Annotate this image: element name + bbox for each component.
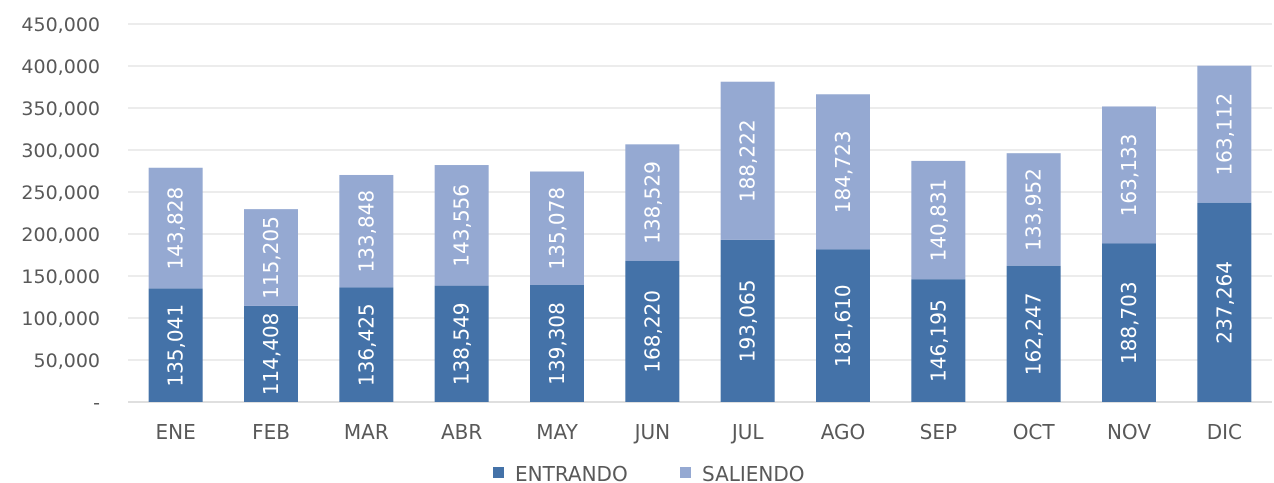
legend-label-entrando: ENTRANDO — [515, 462, 628, 483]
y-tick-label: 350,000 — [21, 98, 100, 120]
bar-saliendo-ene — [148, 167, 203, 289]
data-label: 184,723 — [831, 131, 855, 214]
y-tick-label: - — [93, 392, 100, 414]
bar-entrando-nov — [1102, 243, 1156, 402]
x-tick-label: AGO — [821, 420, 866, 444]
legend-swatch-saliendo — [680, 467, 691, 478]
y-tick-label: 250,000 — [21, 182, 100, 204]
legend: ENTRANDO SALIENDO — [493, 462, 805, 483]
bar-saliendo-abr — [434, 165, 489, 286]
data-label: 188,703 — [1117, 281, 1141, 364]
data-label: 237,264 — [1212, 261, 1236, 344]
bars: 135,041 143,828 114,408 115,205 136,425 133,8… — [148, 65, 1252, 402]
x-tick-label: JUL — [730, 420, 765, 444]
bar-entrando-feb — [244, 305, 298, 402]
bar-entrando-oct — [1006, 265, 1061, 402]
bar-entrando-abr — [434, 285, 489, 402]
x-tick-label: OCT — [1013, 420, 1056, 444]
bar-entrando-ago — [816, 249, 870, 402]
data-label: 188,222 — [736, 119, 760, 202]
y-tick-label: 300,000 — [21, 140, 100, 162]
bar-entrando-ene — [148, 288, 203, 402]
bar-saliendo-nov — [1102, 106, 1156, 244]
y-tick-label: 200,000 — [21, 224, 100, 246]
bar-saliendo-jun — [625, 144, 680, 261]
x-tick-label: ENE — [156, 420, 196, 444]
data-label: 143,556 — [450, 184, 474, 267]
data-label: 139,308 — [545, 302, 569, 385]
data-label: 115,205 — [259, 216, 283, 299]
data-label: 163,133 — [1117, 134, 1141, 217]
bar-saliendo-dic — [1197, 65, 1252, 203]
bar-saliendo-ago — [816, 94, 870, 250]
data-label: 135,041 — [164, 304, 188, 387]
bar-saliendo-jul — [720, 81, 775, 240]
x-tick-label: ABR — [441, 420, 482, 444]
data-label: 146,195 — [926, 299, 950, 382]
data-label: 168,220 — [640, 290, 664, 373]
y-tick-label: 100,000 — [21, 308, 100, 330]
data-label: 140,831 — [926, 179, 950, 262]
bar-entrando-dic — [1197, 202, 1252, 402]
bar-saliendo-oct — [1006, 153, 1061, 266]
data-label: 138,529 — [640, 161, 664, 244]
y-tick-label: 450,000 — [21, 14, 100, 36]
data-label: 133,848 — [354, 190, 378, 273]
legend-swatch-entrando — [493, 467, 504, 478]
bar-saliendo-mar — [339, 174, 394, 288]
x-tick-label: FEB — [252, 420, 290, 444]
data-label: 136,425 — [354, 303, 378, 386]
y-axis: - 50,000 100,000 150,000 200,000 250,000 300,0… — [21, 14, 100, 414]
bar-saliendo-feb — [244, 209, 298, 306]
data-label: 133,952 — [1022, 168, 1046, 251]
x-tick-label: NOV — [1107, 420, 1151, 444]
bar-entrando-may — [530, 284, 584, 402]
bar-saliendo-may — [530, 171, 584, 285]
x-tick-label: MAY — [536, 420, 578, 444]
x-tick-label: DIC — [1207, 420, 1242, 444]
data-label: 114,408 — [259, 313, 283, 396]
y-tick-label: 400,000 — [21, 56, 100, 78]
bar-entrando-jul — [720, 239, 775, 402]
bar-saliendo-sep — [911, 160, 966, 280]
x-tick-label: SEP — [920, 420, 957, 444]
data-label: 193,065 — [736, 280, 760, 363]
data-label: 163,112 — [1212, 93, 1236, 176]
data-label: 162,247 — [1022, 292, 1046, 375]
bar-entrando-mar — [339, 287, 394, 402]
bar-entrando-jun — [625, 260, 680, 402]
y-tick-label: 50,000 — [34, 350, 100, 372]
x-tick-label: MAR — [344, 420, 389, 444]
data-label: 181,610 — [831, 284, 855, 367]
data-label: 135,078 — [545, 187, 569, 270]
y-tick-label: 150,000 — [21, 266, 100, 288]
data-label: 138,549 — [450, 302, 474, 385]
data-label: 143,828 — [164, 187, 188, 270]
legend-label-saliendo: SALIENDO — [702, 462, 805, 483]
gridlines — [128, 23, 1272, 403]
x-tick-label: JUN — [633, 420, 671, 444]
bar-entrando-sep — [911, 279, 966, 402]
x-axis: ENE FEB MAR ABR MAY JUN JUL AGO SEP OCT NOV DIC — [156, 420, 1242, 444]
